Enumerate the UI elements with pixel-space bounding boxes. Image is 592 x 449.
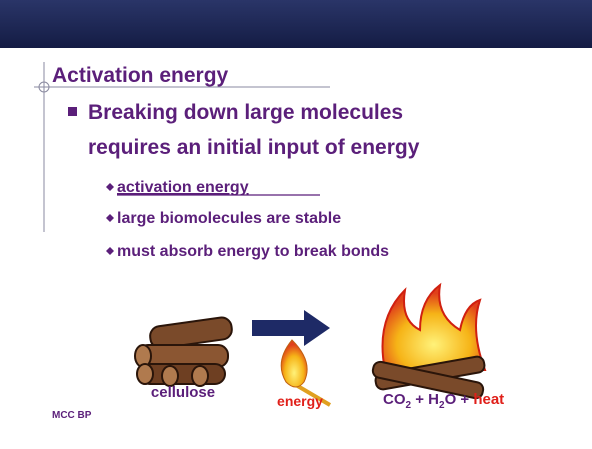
header-bar [0,0,592,48]
energy-label: energy [277,393,323,409]
formula-part: CO [383,391,406,408]
reactant-label: cellulose [151,384,215,401]
slide: Activation energy Breaking down large mo… [0,0,592,444]
bullet-text: requires an initial input of energy [88,136,420,159]
title: Activation energy [52,64,229,87]
formula-part: + H [411,391,439,408]
sub-bullet-text: must absorb energy to break bonds [117,243,389,260]
footer: MCC BP [52,410,92,421]
formula-part: O + [445,391,474,408]
bullet-square [68,107,77,116]
bullet-text: Breaking down large molecules [88,101,403,124]
heat-word: heat [473,391,504,408]
sub-bullet-text: large biomolecules are stable [117,210,341,227]
sub-bullet-link[interactable]: activation energy [117,179,249,196]
